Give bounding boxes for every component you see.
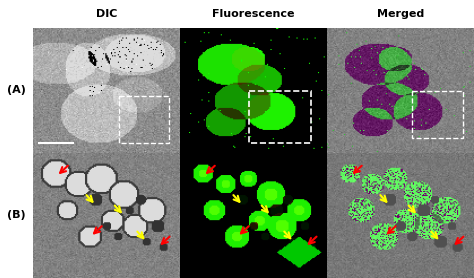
Text: Merged: Merged (377, 9, 424, 19)
Bar (248, 91, 310, 143)
Bar (412, 91, 463, 138)
Text: (B): (B) (7, 210, 26, 220)
Bar (118, 96, 169, 143)
Text: (A): (A) (7, 85, 26, 95)
Text: Fluorescence: Fluorescence (212, 9, 295, 19)
Text: DIC: DIC (96, 9, 118, 19)
